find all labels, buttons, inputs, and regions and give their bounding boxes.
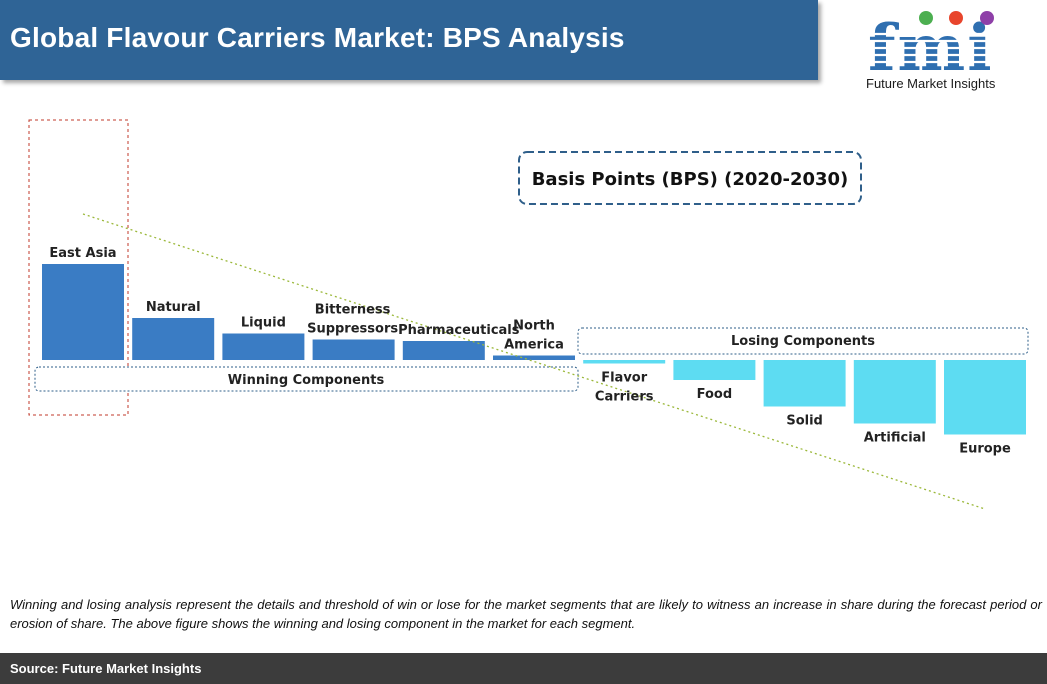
bar-east-asia bbox=[42, 264, 124, 360]
losing-components-box bbox=[577, 327, 1029, 355]
bar-north-america bbox=[493, 355, 575, 360]
bar-bitterness-suppressors bbox=[312, 339, 395, 360]
bar-label-europe: Europe bbox=[959, 442, 1011, 457]
logo-caption: Future Market Insights bbox=[866, 76, 996, 91]
bar-food bbox=[673, 360, 756, 380]
bar-label-flavor-carriers: Flavor Carriers bbox=[595, 371, 654, 405]
bar-label-solid: Solid bbox=[786, 414, 823, 429]
bar-label-food: Food bbox=[697, 387, 733, 402]
bar-pharmaceuticals bbox=[402, 341, 485, 360]
trend-line bbox=[82, 213, 986, 510]
bps-chart: Basis Points (BPS) (2020-2030) Winning C… bbox=[28, 119, 1029, 510]
winning-components-box bbox=[34, 366, 579, 392]
bar-label-east-asia: East Asia bbox=[49, 246, 116, 261]
fmi-logo: fmi bbox=[860, 11, 1020, 86]
winning-components-label: Winning Components bbox=[228, 373, 385, 388]
title-banner: Global Flavour Carriers Market: BPS Anal… bbox=[0, 0, 818, 80]
east-asia-highlight-box bbox=[28, 119, 129, 416]
bar-label-natural: Natural bbox=[146, 300, 201, 315]
bar-label-artificial: Artificial bbox=[864, 431, 926, 446]
bar-flavor-carriers bbox=[583, 360, 666, 364]
bar-label-bitterness-suppressors: Bitterness Suppressors bbox=[307, 303, 398, 337]
footnote-text: Winning and losing analysis represent th… bbox=[10, 597, 1042, 631]
logo-stripes bbox=[860, 32, 1020, 64]
bar-solid bbox=[763, 360, 846, 407]
bar-europe bbox=[944, 360, 1026, 435]
bar-label-north-america: North America bbox=[504, 319, 564, 353]
chart-title: Basis Points (BPS) (2020-2030) bbox=[532, 169, 849, 190]
chart-title-box bbox=[518, 151, 862, 205]
bar-artificial bbox=[853, 360, 936, 424]
source-text: Source: Future Market Insights bbox=[10, 661, 202, 676]
bar-natural bbox=[132, 318, 215, 360]
bar-label-liquid: Liquid bbox=[241, 316, 286, 331]
logo-dot-green-icon bbox=[919, 11, 933, 25]
page-title: Global Flavour Carriers Market: BPS Anal… bbox=[10, 22, 625, 53]
losing-components-label: Losing Components bbox=[731, 334, 875, 349]
logo-dot-red-icon bbox=[949, 11, 963, 25]
bar-label-pharmaceuticals: Pharmaceuticals bbox=[398, 323, 520, 338]
bar-liquid bbox=[222, 333, 305, 360]
source-bar: Source: Future Market Insights bbox=[0, 653, 1047, 684]
logo-dot-purple-icon bbox=[980, 11, 994, 25]
